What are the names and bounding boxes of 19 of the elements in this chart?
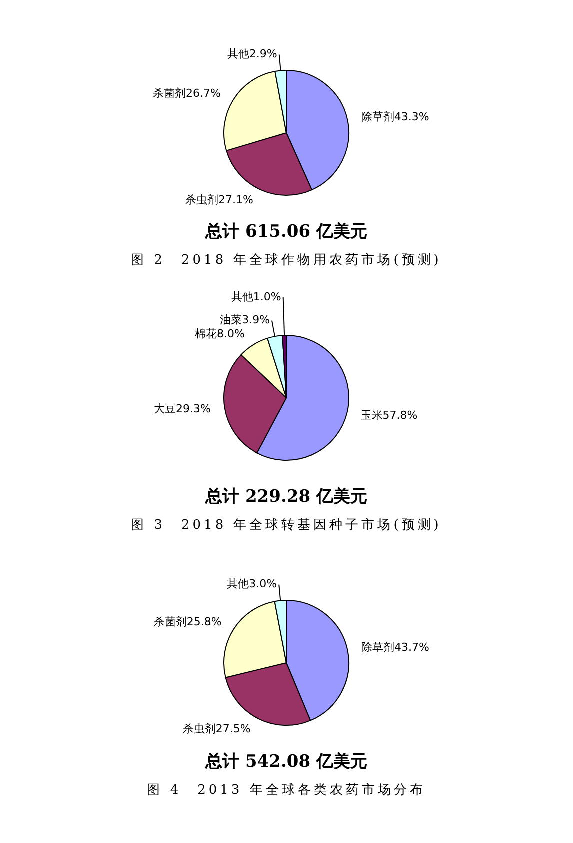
- text: 总计 615.06 亿美元: [204, 221, 368, 243]
- slice-label: 杀虫剂27.5%: [182, 722, 251, 736]
- slice-label: 大豆29.3%: [154, 402, 211, 416]
- text: 图 2 2018 年全球作物用农药市场(预测): [130, 252, 443, 269]
- slice-label: 杀菌剂25.8%: [154, 616, 222, 629]
- slice-label: 棉花8.0%: [195, 328, 245, 341]
- text: 图 3 2018 年全球转基因种子市场(预测): [130, 517, 443, 534]
- slice-label: 其他1.0%: [231, 290, 282, 304]
- slice-label: 其他2.9%: [227, 48, 278, 61]
- slice-label: 杀虫剂27.1%: [185, 194, 254, 207]
- slice-label: 除草剂43.7%: [362, 641, 430, 654]
- slice-label: 其他3.0%: [227, 578, 278, 591]
- text: 总计 542.08 亿美元: [204, 751, 368, 773]
- slice-label: 玉米57.8%: [360, 408, 418, 422]
- text: 总计 229.28 亿美元: [204, 486, 368, 508]
- slice-label: 油菜3.9%: [220, 314, 270, 327]
- text: 图 4 2013 年全球各类农药市场分布: [146, 782, 427, 799]
- slice-label: 杀菌剂26.7%: [153, 86, 221, 100]
- slice-label: 除草剂43.3%: [361, 110, 430, 124]
